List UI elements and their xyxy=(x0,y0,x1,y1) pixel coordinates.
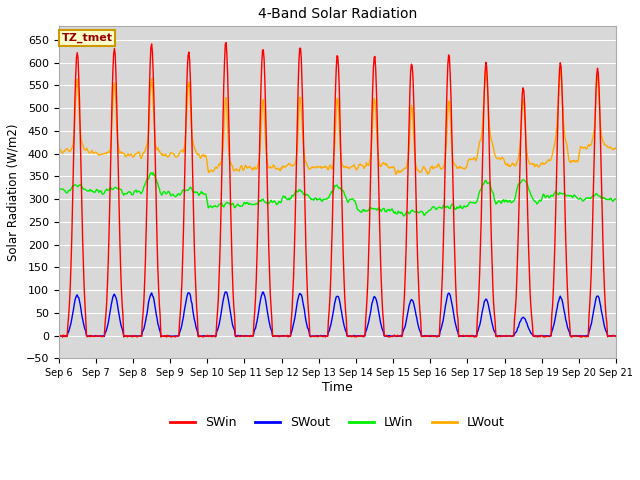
SWin xyxy=(66,300,74,306)
Line: SWout: SWout xyxy=(59,292,616,336)
SWout xyxy=(169,334,177,339)
LWout xyxy=(65,147,72,153)
SWout xyxy=(209,333,217,339)
SWin xyxy=(59,334,67,340)
SWin xyxy=(209,333,217,339)
LWin xyxy=(209,204,217,210)
LWin xyxy=(180,187,188,193)
SWout xyxy=(55,333,63,339)
LWout xyxy=(482,64,490,70)
LWin xyxy=(612,197,620,203)
LWin xyxy=(407,209,415,215)
X-axis label: Time: Time xyxy=(322,381,353,394)
Line: SWin: SWin xyxy=(59,43,616,337)
LWout xyxy=(422,168,430,174)
LWin xyxy=(122,191,130,197)
SWout xyxy=(612,333,620,339)
SWin xyxy=(222,40,230,46)
LWin xyxy=(65,188,72,193)
SWin xyxy=(55,333,63,338)
SWin xyxy=(407,68,415,74)
LWout xyxy=(392,171,400,177)
Title: 4-Band Solar Radiation: 4-Band Solar Radiation xyxy=(258,7,417,21)
Y-axis label: Solar Radiation (W/m2): Solar Radiation (W/m2) xyxy=(7,124,20,261)
Line: LWin: LWin xyxy=(59,173,616,216)
Text: TZ_tmet: TZ_tmet xyxy=(61,33,113,44)
SWin xyxy=(423,333,431,339)
LWout xyxy=(406,129,413,135)
Legend: SWin, SWout, LWin, LWout: SWin, SWout, LWin, LWout xyxy=(165,411,510,434)
SWin xyxy=(180,228,188,234)
LWin xyxy=(55,185,63,191)
SWout xyxy=(423,333,431,339)
LWout xyxy=(208,168,216,174)
LWout xyxy=(179,147,186,153)
SWout xyxy=(407,298,415,304)
LWout xyxy=(612,145,620,151)
SWout xyxy=(65,329,72,335)
SWin xyxy=(123,333,131,338)
LWin xyxy=(400,213,408,219)
SWout xyxy=(221,289,229,295)
LWout xyxy=(55,144,63,150)
LWout xyxy=(122,154,130,159)
Line: LWout: LWout xyxy=(59,67,616,174)
SWout xyxy=(180,314,188,320)
SWin xyxy=(612,333,620,339)
LWin xyxy=(149,170,157,176)
LWin xyxy=(423,210,431,216)
SWout xyxy=(122,333,130,339)
